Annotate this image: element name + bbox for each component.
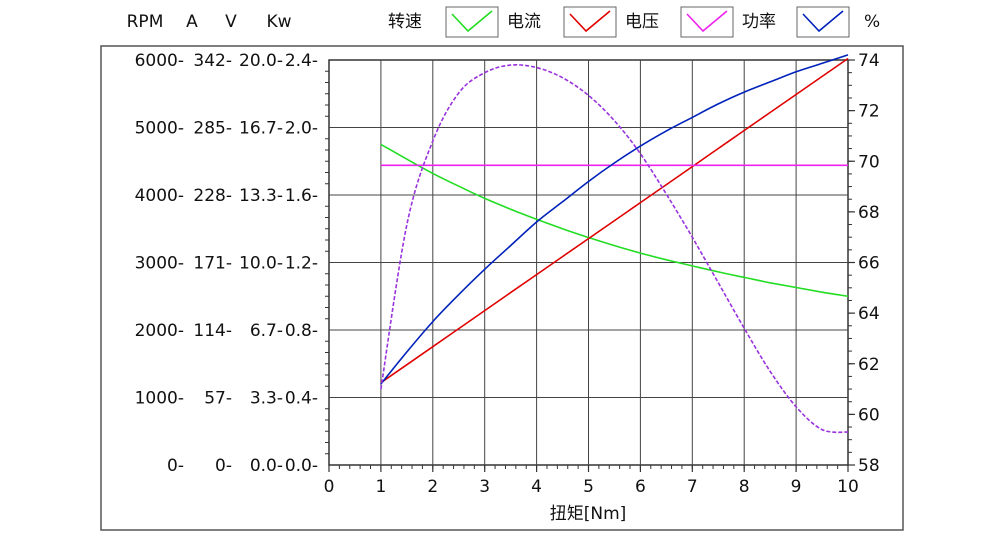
left-tick-label: 3000- — [135, 254, 184, 274]
x-tick-label: 7 — [687, 477, 698, 497]
left-tick-label: 4000- — [135, 186, 184, 206]
legend-swatch-box — [680, 6, 734, 38]
axis-unit: Kw — [266, 12, 291, 32]
right-tick-label: 62 — [858, 355, 880, 375]
left-tick-label: 0.4- — [285, 389, 318, 409]
left-tick-label: 2.0- — [285, 119, 318, 139]
left-tick-label: 2000- — [135, 321, 184, 341]
x-tick-label: 1 — [375, 477, 386, 497]
x-tick-label: 8 — [739, 477, 750, 497]
series-line — [380, 143, 849, 298]
x-tick-label: 9 — [791, 477, 802, 497]
series-line — [380, 57, 849, 384]
legend-swatch — [802, 10, 844, 33]
left-tick-label: 0.0- — [250, 456, 283, 476]
right-tick-label: 64 — [858, 304, 880, 324]
x-tick-label: 4 — [531, 477, 542, 497]
left-tick-label: 0.0- — [285, 456, 318, 476]
left-tick-label: 16.7- — [239, 119, 283, 139]
left-tick-label: 1.2- — [285, 254, 318, 274]
legend-swatch — [686, 10, 728, 33]
right-axis: 58 60 62 64 66 68 70 72 74 — [848, 51, 880, 476]
right-tick-label: 72 — [858, 102, 880, 122]
series-line — [380, 54, 849, 385]
left-tick-label: 1000- — [135, 389, 184, 409]
left-tick-label: 342- — [193, 51, 232, 71]
legend-label: 功率 — [742, 12, 776, 32]
left-tick-label: 5000- — [135, 119, 184, 139]
left-tick-label: 285- — [193, 119, 232, 139]
right-tick-label: 66 — [858, 254, 880, 274]
legend: 转速 电流 电压 功率% — [388, 6, 880, 38]
legend-title: 转速 — [388, 12, 422, 32]
axis-units: RPM A V Kw — [127, 12, 292, 32]
legend-label: % — [864, 12, 880, 32]
x-axis: 0 1 2 3 4 5 6 7 8 9 10 — [324, 465, 859, 497]
legend-label: 电压 — [625, 12, 659, 32]
left-axes: 0- 1000- 2000- 3000- 4000- 5000- 6000- 0- 57- 114… — [135, 51, 318, 476]
left-tick-label: 2.4- — [285, 51, 318, 71]
legend-label: 电流 — [507, 12, 541, 32]
x-axis-label: 扭矩[Nm] — [550, 504, 627, 524]
left-tick-label: 57- — [204, 389, 232, 409]
left-tick-label: 228- — [193, 186, 232, 206]
legend-swatch-box — [563, 6, 617, 38]
x-tick-label: 2 — [427, 477, 438, 497]
left-tick-label: 3.3- — [250, 389, 283, 409]
series-line — [380, 64, 849, 434]
axis-unit: V — [225, 12, 237, 32]
left-tick-label: 0- — [215, 456, 232, 476]
left-tick-label: 10.0- — [239, 254, 283, 274]
x-tick-label: 5 — [583, 477, 594, 497]
left-tick-label: 0- — [167, 456, 184, 476]
x-tick-label: 3 — [479, 477, 490, 497]
right-tick-label: 58 — [858, 456, 880, 476]
x-tick-label: 6 — [635, 477, 646, 497]
legend-swatch-box — [445, 6, 499, 38]
legend-swatch-box — [796, 6, 850, 38]
left-tick-label: 6.7- — [250, 321, 283, 341]
axis-unit: A — [186, 12, 198, 32]
left-tick-label: 171- — [193, 254, 232, 274]
right-tick-label: 74 — [858, 51, 880, 71]
left-tick-label: 20.0- — [239, 51, 283, 71]
left-tick-label: 6000- — [135, 51, 184, 71]
legend-swatch — [569, 10, 611, 33]
left-tick-label: 1.6- — [285, 186, 318, 206]
x-tick-label: 0 — [324, 477, 335, 497]
left-tick-label: 0.8- — [285, 321, 318, 341]
legend-swatch — [451, 10, 493, 33]
left-tick-label: 114- — [193, 321, 232, 341]
right-tick-label: 70 — [858, 152, 880, 172]
grid — [329, 60, 848, 465]
axis-unit: RPM — [127, 12, 164, 32]
right-tick-label: 68 — [858, 203, 880, 223]
series-lines — [380, 54, 849, 434]
right-tick-label: 60 — [858, 405, 880, 425]
x-tick-label: 10 — [837, 477, 859, 497]
left-tick-label: 13.3- — [239, 186, 283, 206]
